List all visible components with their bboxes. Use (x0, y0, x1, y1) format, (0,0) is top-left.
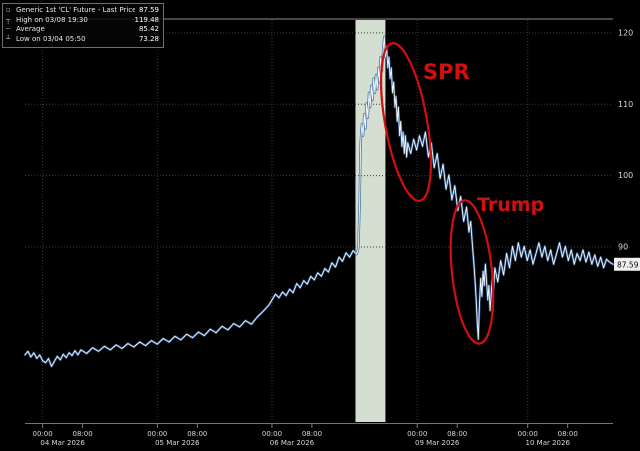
x-time-label: 00:00 (33, 430, 53, 438)
legend-item-last-price: ▫ Generic 1st 'CL' Future - Last Price 8… (6, 6, 159, 16)
y-axis-label-110: 110 (618, 100, 633, 109)
last-price-badge-value: 87.59 (617, 260, 639, 269)
annotation-trump-label: Trump (477, 194, 544, 216)
legend-value: 119.48 (134, 15, 160, 24)
legend-item-high: ┬ High on 03/08 19:30 119.48 (6, 16, 159, 26)
legend-box: ▫ Generic 1st 'CL' Future - Last Price 8… (2, 3, 164, 48)
legend-item-low: ┴ Low on 03/04 05:50 73.28 (6, 35, 159, 45)
legend-value: 87.59 (138, 6, 159, 14)
x-date-label: 10 Mar 2026 (526, 439, 571, 447)
legend-label: Low on 03/04 05:50 (16, 34, 86, 43)
legend-value: 85.42 (138, 25, 159, 33)
x-time-label: 08:00 (447, 430, 467, 438)
x-date-label: 06 Mar 2026 (270, 439, 315, 447)
legend-value: 73.28 (138, 34, 159, 43)
x-date-label: 09 Mar 2026 (415, 439, 460, 447)
legend-label: Average (16, 25, 45, 33)
legend-label: High on 03/08 19:30 (16, 15, 88, 24)
x-date-label: 05 Mar 2026 (155, 439, 200, 447)
x-time-label: 00:00 (518, 430, 538, 438)
annotation-spr-ellipse (379, 42, 433, 202)
x-time-label: 08:00 (558, 430, 578, 438)
legend-label: Generic 1st 'CL' Future - Last Price (16, 6, 135, 14)
average-marker-icon: ╌ (6, 25, 11, 33)
x-time-label: 08:00 (302, 430, 322, 438)
x-date-label: 04 Mar 2026 (40, 439, 85, 447)
x-time-label: 00:00 (147, 430, 167, 438)
high-marker-icon: ┬ (6, 15, 11, 24)
legend-item-average: ╌ Average 85.42 (6, 25, 159, 35)
low-marker-icon: ┴ (6, 34, 11, 43)
y-axis-label-120: 120 (618, 28, 633, 37)
x-time-label: 00:00 (262, 430, 282, 438)
x-time-label: 00:00 (407, 430, 427, 438)
x-time-label: 08:00 (73, 430, 93, 438)
y-axis-label-100: 100 (618, 171, 633, 180)
y-axis-label-90: 90 (618, 243, 628, 252)
last-price-badge (614, 257, 640, 271)
annotation-trump-ellipse (449, 199, 495, 345)
x-time-label: 08:00 (187, 430, 207, 438)
price-line (24, 36, 614, 367)
annotation-spr-label: SPR (423, 60, 470, 84)
series-square-icon: ▫ (6, 6, 11, 14)
